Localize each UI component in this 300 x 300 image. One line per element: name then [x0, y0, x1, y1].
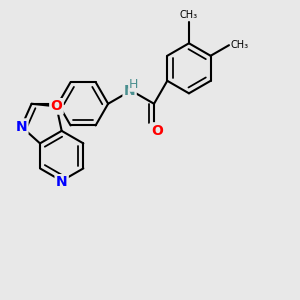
- Text: CH₃: CH₃: [180, 10, 198, 20]
- Text: O: O: [151, 124, 163, 138]
- Text: N: N: [124, 83, 135, 98]
- Text: CH₃: CH₃: [230, 40, 249, 50]
- Text: O: O: [50, 99, 62, 113]
- Text: N: N: [16, 120, 27, 134]
- Text: H: H: [129, 78, 138, 91]
- Text: N: N: [56, 176, 68, 189]
